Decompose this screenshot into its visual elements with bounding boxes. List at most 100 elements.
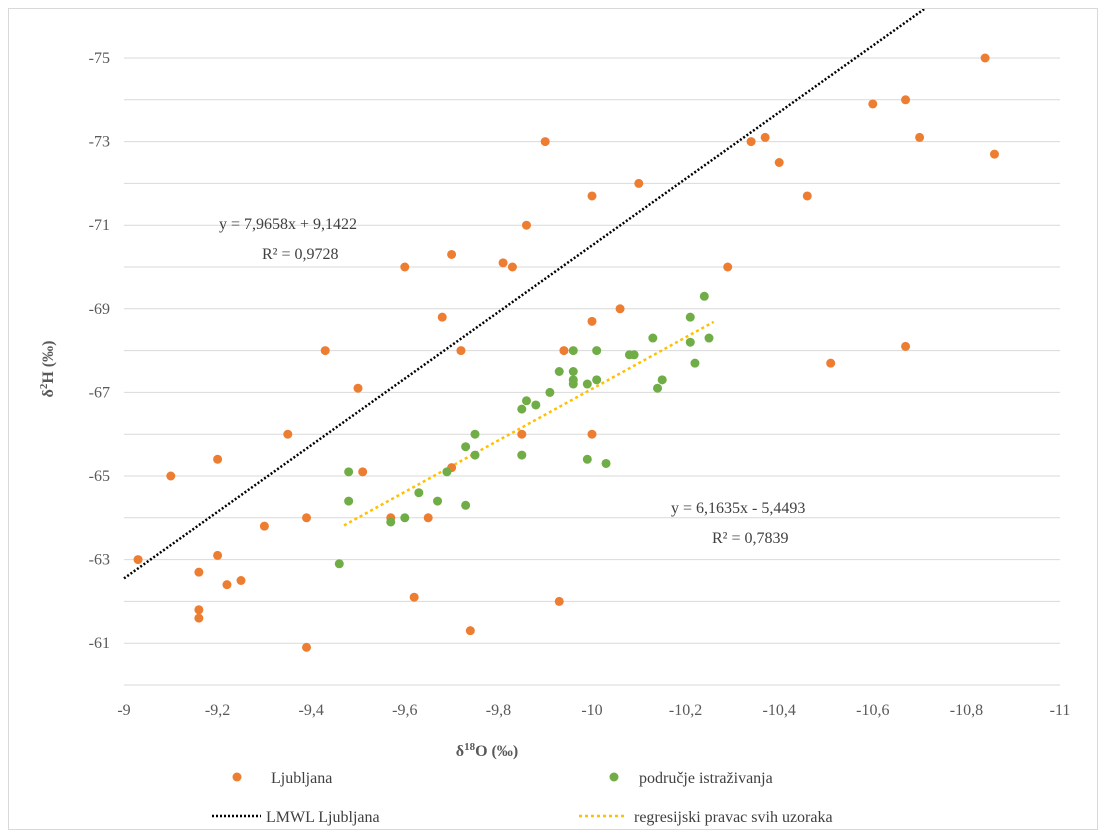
ljubljana-point bbox=[498, 258, 508, 268]
legend-item-podrucje-istrazivanja[interactable]: područje istraživanja bbox=[609, 770, 773, 787]
ljubljana-point bbox=[194, 613, 204, 623]
ljubljana-point bbox=[989, 149, 999, 159]
podrucje-point bbox=[653, 383, 663, 393]
y-tick-label: -63 bbox=[89, 552, 110, 569]
legend-label-lmwl: LMWL Ljubljana bbox=[266, 809, 380, 826]
podrucje-point bbox=[657, 375, 667, 385]
ljubljana-point bbox=[259, 521, 269, 531]
podrucje-point bbox=[461, 500, 471, 510]
x-tick-label: -9,8 bbox=[486, 702, 511, 719]
podrucje-point bbox=[704, 333, 714, 343]
podrucje-point bbox=[568, 346, 578, 356]
podrucje-point bbox=[685, 312, 695, 322]
ljubljana-point bbox=[774, 158, 784, 167]
trend-lines bbox=[123, 0, 940, 580]
ljubljana-point bbox=[554, 596, 564, 606]
ljubljana-point bbox=[400, 262, 410, 272]
x-tick-label: -11 bbox=[1050, 702, 1071, 719]
legend-label-ljubljana: Ljubljana bbox=[271, 770, 332, 787]
ljubljana-point bbox=[615, 304, 625, 314]
ljubljana-point bbox=[901, 341, 911, 351]
legend: Ljubljana područje istraživanja LMWL Lju… bbox=[212, 770, 833, 826]
legend-item-lmwl[interactable]: LMWL Ljubljana bbox=[212, 809, 380, 826]
podrucje-point bbox=[582, 454, 592, 464]
legend-label-podrucje-istrazivanja: područje istraživanja bbox=[639, 770, 773, 787]
podrucje-point bbox=[442, 467, 452, 477]
podrucje-point bbox=[433, 496, 443, 506]
ljubljana-point bbox=[521, 220, 531, 230]
y-tick-label: -69 bbox=[89, 301, 110, 318]
x-tick-label: -10,2 bbox=[669, 702, 702, 719]
ljubljana-point bbox=[465, 626, 475, 636]
ljubljana-point bbox=[166, 471, 176, 481]
podrucje-point bbox=[470, 429, 480, 439]
podrucje-point bbox=[554, 367, 564, 376]
podrucje-point bbox=[545, 387, 555, 397]
podrucje-point bbox=[568, 379, 578, 389]
legend-marker-ljubljana bbox=[232, 772, 242, 782]
y-axis-title: δ2H (‰) bbox=[38, 341, 57, 398]
ljubljana-point bbox=[320, 346, 330, 356]
podrucje-point bbox=[521, 396, 531, 406]
ljubljana-point bbox=[302, 513, 312, 523]
podrucje-point bbox=[334, 559, 344, 569]
chart-frame: -9 -9,2 -9,4 -9,6 -9,8 -10 -10,2 -10,4 -10,6 -10,… bbox=[8, 0, 1098, 830]
ljubljana-point bbox=[746, 137, 756, 147]
ljubljana-point bbox=[213, 550, 223, 560]
ljubljana-point bbox=[868, 99, 878, 109]
y-tick-labels: -75 -73 -71 -69 -67 -65 -63 -61 bbox=[89, 50, 110, 652]
ljubljana-point bbox=[507, 262, 517, 272]
ljubljana-point bbox=[213, 454, 223, 464]
ljubljana-point bbox=[587, 191, 597, 201]
ljubljana-point bbox=[559, 346, 569, 356]
ljubljana-point bbox=[423, 513, 433, 523]
podrucje-point bbox=[386, 517, 396, 527]
ljubljana-point bbox=[634, 178, 644, 188]
x-tick-label: -9,2 bbox=[205, 702, 230, 719]
ljubljana-point bbox=[587, 429, 597, 439]
ljubljana-point bbox=[980, 53, 990, 63]
x-tick-labels: -9 -9,2 -9,4 -9,6 -9,8 -10 -10,2 -10,4 -10,6 -10,… bbox=[117, 702, 1070, 719]
regression-r2: R² = 0,7839 bbox=[712, 530, 789, 547]
podrucje-point bbox=[414, 488, 424, 498]
podrucje-point bbox=[699, 291, 709, 301]
ljubljana-point bbox=[802, 191, 812, 201]
ljubljana-point bbox=[302, 642, 312, 652]
ljubljana-point bbox=[723, 262, 733, 272]
podrucje-point bbox=[690, 358, 700, 368]
ljubljana-point bbox=[826, 358, 836, 368]
y-tick-label: -75 bbox=[89, 50, 110, 67]
legend-label-regression: regresijski pravac svih uzoraka bbox=[634, 809, 833, 826]
podrucje-point bbox=[685, 337, 695, 347]
ljubljana-point bbox=[353, 383, 363, 393]
lmwl-r2: R² = 0,9728 bbox=[262, 246, 339, 263]
ljubljana-point bbox=[358, 467, 368, 477]
podrucje-point bbox=[517, 450, 527, 460]
scatter-chart: -9 -9,2 -9,4 -9,6 -9,8 -10 -10,2 -10,4 -10,6 -10,… bbox=[38, 0, 1070, 826]
lmwl-line bbox=[123, 0, 940, 580]
legend-item-regression[interactable]: regresijski pravac svih uzoraka bbox=[579, 809, 833, 826]
ljubljana-point bbox=[283, 429, 293, 439]
ljubljana-point bbox=[540, 137, 550, 147]
ljubljana-point bbox=[517, 429, 527, 439]
ljubljana-point bbox=[236, 576, 246, 585]
ljubljana-point bbox=[456, 346, 466, 356]
x-tick-label: -10,4 bbox=[763, 702, 796, 719]
podrucje-point bbox=[461, 442, 471, 452]
ljubljana-point bbox=[194, 567, 204, 577]
data-points bbox=[133, 53, 999, 652]
podrucje-point bbox=[470, 450, 480, 460]
x-tick-label: -9,4 bbox=[299, 702, 324, 719]
ljubljana-point bbox=[587, 316, 597, 326]
legend-marker-podrucje-istrazivanja bbox=[609, 772, 619, 782]
x-tick-label: -9 bbox=[117, 702, 130, 719]
legend-item-ljubljana[interactable]: Ljubljana bbox=[232, 770, 333, 787]
ljubljana-point bbox=[194, 605, 204, 615]
ljubljana-point bbox=[437, 312, 447, 322]
y-tick-label: -67 bbox=[89, 384, 110, 401]
ljubljana-point bbox=[222, 580, 232, 590]
x-tick-label: -9,6 bbox=[392, 702, 417, 719]
podrucje-point bbox=[592, 346, 602, 356]
podrucje-point bbox=[344, 467, 354, 477]
x-axis-title: δ18O (‰) bbox=[456, 741, 518, 760]
